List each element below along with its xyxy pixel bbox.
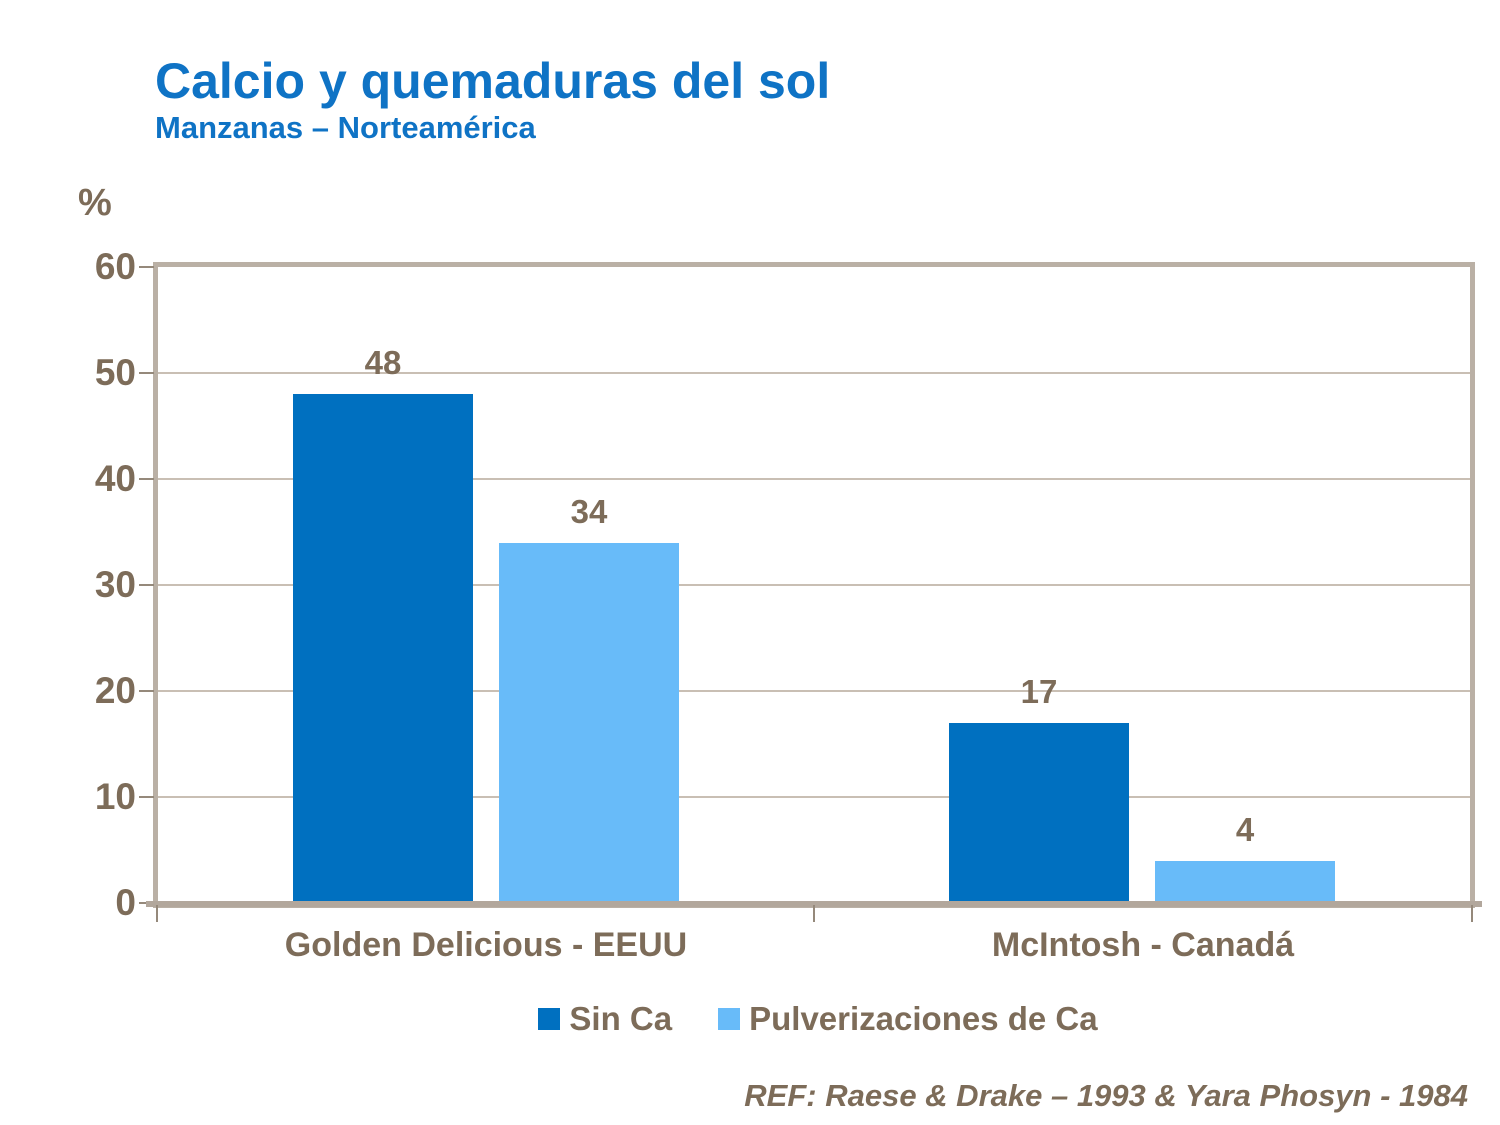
gridline bbox=[158, 372, 1470, 374]
y-axis-label: 30 bbox=[94, 564, 136, 605]
y-axis-label: 50 bbox=[94, 352, 136, 393]
legend: Sin Ca Pulverizaciones de Ca bbox=[157, 1000, 1479, 1038]
category-label-golden-delicious: Golden Delicious - EEUU bbox=[284, 926, 688, 964]
gridline bbox=[158, 690, 1470, 692]
x-axis-line bbox=[146, 901, 1482, 907]
y-axis-label: 0 bbox=[115, 882, 136, 923]
legend-item-pulverizaciones: Pulverizaciones de Ca bbox=[718, 1000, 1098, 1038]
reference-text: REF: Raese & Drake – 1993 & Yara Phosyn … bbox=[744, 1078, 1468, 1113]
chart-title: Calcio y quemaduras del sol bbox=[155, 53, 831, 109]
bar bbox=[499, 542, 679, 903]
bar bbox=[293, 394, 473, 903]
x-axis-tick bbox=[156, 905, 158, 922]
y-axis-label: 10 bbox=[94, 776, 136, 817]
y-axis-label: 20 bbox=[94, 670, 136, 711]
legend-label-sin-ca: Sin Ca bbox=[569, 1000, 673, 1037]
y-axis-tick bbox=[139, 266, 154, 268]
bar-value-label: 17 bbox=[1020, 672, 1058, 710]
legend-swatch-pulverizaciones bbox=[718, 1008, 741, 1030]
y-axis-tick bbox=[139, 372, 154, 374]
y-axis-unit-label: % bbox=[78, 182, 112, 224]
y-axis-label: 40 bbox=[94, 458, 136, 499]
legend-item-sin-ca: Sin Ca bbox=[538, 1000, 672, 1038]
legend-swatch-sin-ca bbox=[538, 1008, 561, 1030]
gridline bbox=[158, 478, 1470, 480]
y-axis-tick bbox=[139, 796, 154, 798]
bar-value-label: 4 bbox=[1235, 810, 1255, 848]
y-axis-tick bbox=[139, 690, 154, 692]
x-axis-tick bbox=[1471, 905, 1473, 922]
bar bbox=[949, 722, 1129, 903]
bar bbox=[1155, 860, 1335, 903]
legend-label-pulverizaciones: Pulverizaciones de Ca bbox=[749, 1000, 1098, 1037]
gridline bbox=[158, 584, 1470, 586]
y-axis-label: 60 bbox=[94, 246, 136, 287]
bar-value-label: 34 bbox=[570, 492, 608, 530]
plot-area: 48 17 34 4 bbox=[153, 262, 1475, 908]
gridline bbox=[158, 796, 1470, 798]
bar-value-label: 48 bbox=[364, 344, 402, 382]
y-axis-tick bbox=[139, 584, 154, 586]
x-axis-tick bbox=[813, 905, 815, 922]
category-label-mcintosh: McIntosh - Canadá bbox=[991, 926, 1295, 964]
chart-subtitle: Manzanas – Norteamérica bbox=[155, 110, 536, 145]
y-axis-tick bbox=[139, 478, 154, 480]
